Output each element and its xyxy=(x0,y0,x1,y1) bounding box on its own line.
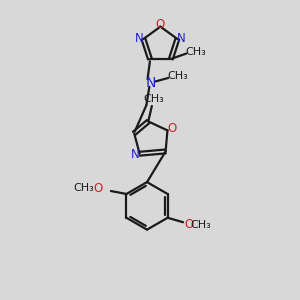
Text: CH₃: CH₃ xyxy=(190,220,211,230)
Text: N: N xyxy=(146,76,156,90)
Text: O: O xyxy=(167,122,176,135)
Text: N: N xyxy=(177,32,186,45)
Text: O: O xyxy=(93,182,102,195)
Text: O: O xyxy=(184,218,194,231)
Text: O: O xyxy=(156,18,165,31)
Text: CH₃: CH₃ xyxy=(74,183,94,193)
Text: CH₃: CH₃ xyxy=(143,94,164,103)
Text: CH₃: CH₃ xyxy=(167,71,188,81)
Text: N: N xyxy=(135,32,144,45)
Text: CH₃: CH₃ xyxy=(185,47,206,57)
Text: N: N xyxy=(131,148,140,161)
